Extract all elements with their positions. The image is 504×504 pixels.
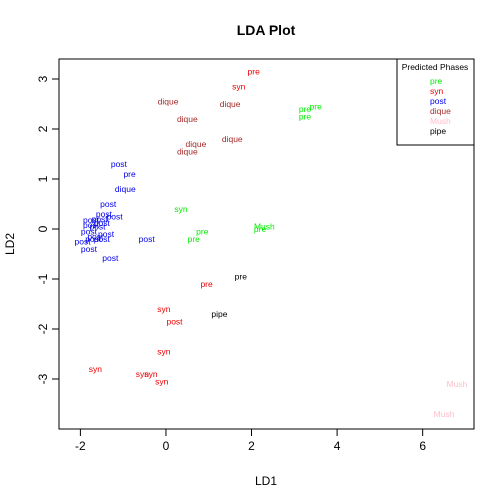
legend-entry-pre: pre bbox=[430, 76, 443, 86]
y-tick-label: 3 bbox=[36, 75, 50, 82]
data-point-pipe: pre bbox=[235, 272, 248, 282]
x-axis: -2 0 2 4 6 bbox=[75, 428, 426, 453]
data-point-syn: syn bbox=[136, 369, 150, 379]
data-point-pre: pre bbox=[310, 102, 323, 112]
data-point-post: post bbox=[94, 234, 111, 244]
chart-title: LDA Plot bbox=[237, 22, 296, 38]
data-point-syn: syn bbox=[155, 377, 169, 387]
data-point-post: post bbox=[85, 234, 102, 244]
data-point-mush: Mush bbox=[446, 379, 467, 389]
data-point-post: post bbox=[83, 215, 100, 225]
data-point-pre: Mush bbox=[254, 222, 275, 232]
data-point-pipe: pipe bbox=[211, 309, 227, 319]
x-tick-label: 0 bbox=[163, 439, 170, 453]
data-point-pre: pre bbox=[188, 234, 201, 244]
data-point-post: post bbox=[100, 199, 117, 209]
legend-entry-mush: Mush bbox=[430, 116, 451, 126]
data-point-syn: syn bbox=[157, 347, 171, 357]
y-axis-label: LD2 bbox=[3, 233, 17, 255]
data-point-post: post bbox=[102, 253, 119, 263]
legend-title: Predicted Phases bbox=[402, 62, 469, 72]
data-point-post: post bbox=[83, 220, 100, 230]
data-point-post: post bbox=[96, 209, 113, 219]
data-point-syn: pre bbox=[200, 279, 213, 289]
data-point-syn: syn bbox=[144, 369, 158, 379]
data-point-dique: dique bbox=[186, 139, 207, 149]
y-tick-label: -2 bbox=[36, 323, 50, 334]
legend-entry-dique: dique bbox=[430, 106, 451, 116]
x-tick-label: -2 bbox=[75, 439, 86, 453]
data-point-post: post bbox=[98, 229, 115, 239]
data-point-post: post bbox=[81, 244, 98, 254]
y-tick-label: 2 bbox=[36, 125, 50, 132]
data-point-syn: syn bbox=[157, 304, 171, 314]
data-point-pre: pre bbox=[254, 224, 267, 234]
data-points: synprepreMushpreprepreprepresynpresynpos… bbox=[74, 67, 467, 420]
data-point-post: post bbox=[92, 214, 109, 224]
data-point-post: post bbox=[107, 212, 124, 222]
data-point-dique: dique bbox=[222, 134, 243, 144]
data-point-pre: pre bbox=[196, 227, 209, 237]
x-tick-label: 6 bbox=[419, 439, 426, 453]
data-point-post: dique bbox=[115, 184, 136, 194]
data-point-mush: Mush bbox=[434, 409, 455, 419]
data-point-syn: pre bbox=[248, 67, 261, 77]
data-point-syn: post bbox=[166, 317, 183, 327]
data-point-pre: pre bbox=[299, 104, 312, 114]
data-point-dique: dique bbox=[177, 114, 198, 124]
data-point-dique: dique bbox=[177, 147, 198, 157]
y-axis: -3 -2 -1 0 1 2 3 bbox=[36, 75, 60, 384]
data-point-pre: pre bbox=[299, 112, 312, 122]
data-point-syn: syn bbox=[232, 82, 246, 92]
y-tick-label: -3 bbox=[36, 373, 50, 384]
data-point-post: post bbox=[89, 222, 106, 232]
data-point-post: post bbox=[74, 237, 91, 247]
data-point-dique: dique bbox=[158, 97, 179, 107]
y-tick-label: 0 bbox=[36, 225, 50, 232]
data-point-dique: dique bbox=[220, 99, 241, 109]
data-point-pre: syn bbox=[174, 204, 188, 214]
data-point-syn: syn bbox=[89, 364, 103, 374]
x-axis-label: LD1 bbox=[255, 474, 277, 488]
legend-box bbox=[396, 58, 475, 146]
data-point-post: post bbox=[87, 232, 104, 242]
legend-entry-syn: syn bbox=[430, 86, 444, 96]
y-tick-label: -1 bbox=[36, 273, 50, 284]
data-point-post: post bbox=[94, 218, 111, 228]
data-point-post: post bbox=[81, 227, 98, 237]
data-point-post: post bbox=[139, 234, 156, 244]
y-tick-label: 1 bbox=[36, 175, 50, 182]
data-point-post: pre bbox=[123, 169, 136, 179]
data-point-post: post bbox=[111, 159, 128, 169]
x-tick-label: 2 bbox=[248, 439, 255, 453]
legend-entry-post: post bbox=[430, 96, 447, 106]
x-tick-label: 4 bbox=[334, 439, 341, 453]
legend-entry-pipe: pipe bbox=[430, 126, 446, 136]
